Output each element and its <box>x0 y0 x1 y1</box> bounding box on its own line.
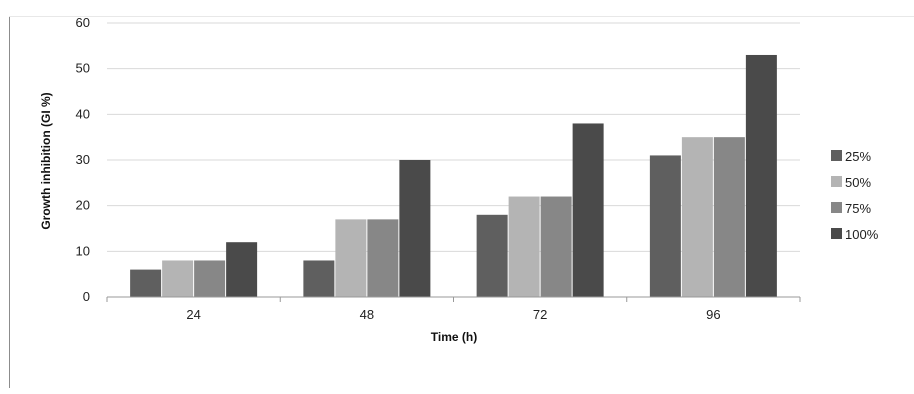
legend-label: 100% <box>845 227 879 242</box>
legend-label: 50% <box>845 175 871 190</box>
x-axis <box>106 296 801 302</box>
y-tick-label: 0 <box>83 289 90 304</box>
legend-swatch <box>831 228 842 239</box>
x-tick-label: 24 <box>186 307 200 322</box>
legend-swatch <box>831 150 842 161</box>
bars <box>130 54 777 297</box>
bar-100pct-96 <box>745 54 777 297</box>
legend-label: 75% <box>845 201 871 216</box>
y-tick-label: 10 <box>76 243 90 258</box>
bar-25pct-24 <box>130 269 162 297</box>
x-axis-title: Time (h) <box>431 330 477 344</box>
y-axis-ticks: 0 10 20 30 40 50 60 <box>76 15 90 304</box>
x-tick-label: 72 <box>533 307 547 322</box>
bar-50pct-72 <box>508 196 540 297</box>
bar-100pct-48 <box>399 160 431 297</box>
x-axis-ticks: 24 48 72 96 <box>186 307 720 322</box>
bar-50pct-24 <box>162 260 194 297</box>
bar-25pct-96 <box>649 155 681 297</box>
legend-swatch <box>831 202 842 213</box>
y-axis-title: Growth inhibition (GI %) <box>39 92 53 229</box>
x-tick-label: 96 <box>706 307 720 322</box>
figure-left-border <box>9 16 10 388</box>
y-tick-label: 60 <box>76 15 90 30</box>
bar-25pct-48 <box>303 260 335 297</box>
bar-75pct-24 <box>194 260 226 297</box>
legend-swatch <box>831 176 842 187</box>
legend-label: 25% <box>845 149 871 164</box>
bar-75pct-72 <box>540 196 572 297</box>
bar-100pct-72 <box>572 123 604 297</box>
bar-25pct-72 <box>476 214 508 297</box>
y-tick-label: 30 <box>76 152 90 167</box>
bar-75pct-96 <box>713 137 745 297</box>
bar-100pct-24 <box>226 242 258 297</box>
bar-75pct-48 <box>367 219 399 297</box>
legend: 25% 50% 75% 100% <box>831 149 879 242</box>
bar-50pct-96 <box>681 137 713 297</box>
y-tick-label: 20 <box>76 198 90 213</box>
bar-50pct-48 <box>335 219 367 297</box>
y-tick-label: 40 <box>76 106 90 121</box>
x-tick-label: 48 <box>360 307 374 322</box>
y-tick-label: 50 <box>76 61 90 76</box>
figure-top-border <box>9 16 914 17</box>
